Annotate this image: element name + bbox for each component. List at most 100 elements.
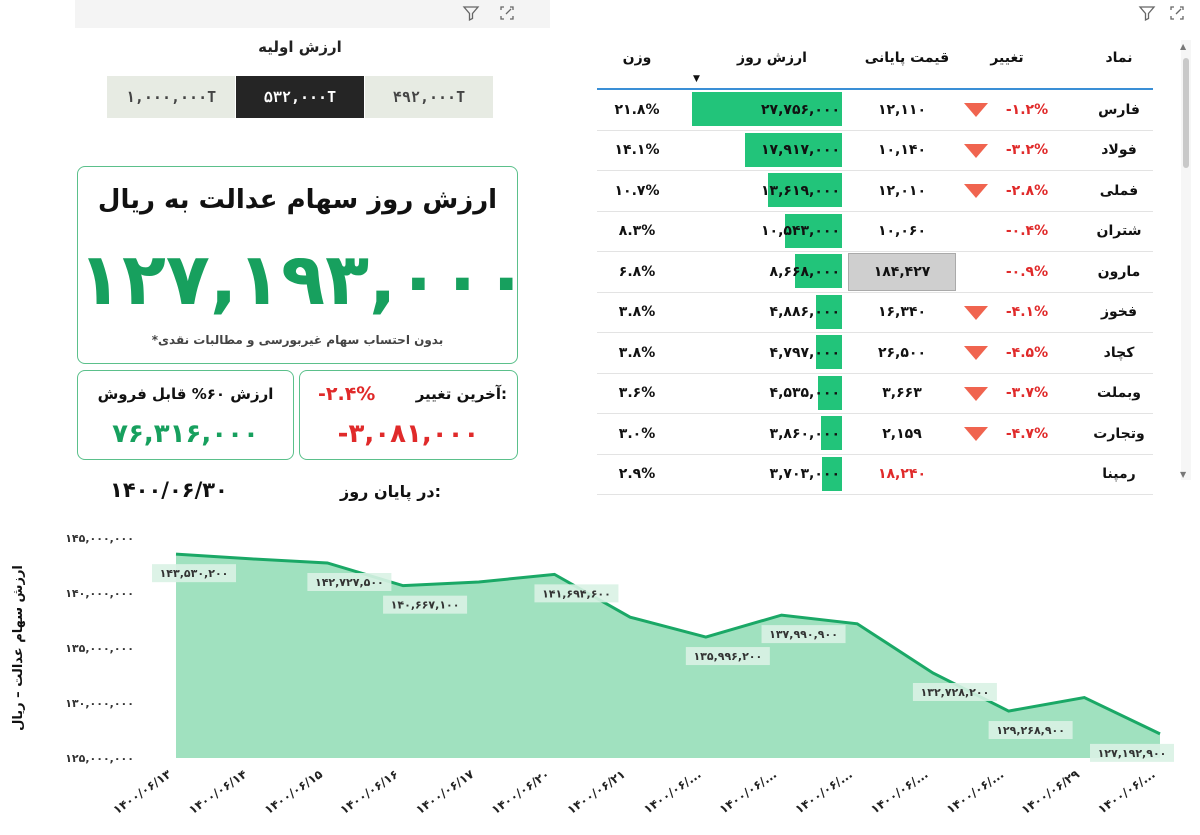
value-bar [768, 173, 842, 207]
x-tick-label: ۱۴۰۰/۰۶/... [944, 767, 1006, 817]
down-triangle-icon [964, 143, 988, 158]
scrollbar-thumb[interactable] [1183, 58, 1189, 168]
cell-weight: ۶.۸% [618, 263, 656, 280]
cell-close: ۱۲,۱۱۰ [877, 101, 927, 118]
slicer-option[interactable]: ۱,۰۰۰,۰۰۰T [107, 76, 235, 118]
cell-symbol: وتجارت [1093, 425, 1145, 442]
cell-close: ۱۸۴,۴۲۷ [873, 263, 931, 280]
cell-change [992, 455, 1062, 495]
table-row[interactable]: فارس -۱.۲% ۱۲,۱۱۰ ۲۷,۷۵۶,۰۰۰ ۲۱.۸% [597, 90, 1153, 131]
scroll-down-icon[interactable]: ▼ [1180, 470, 1187, 479]
header-value[interactable]: ارزش روز [737, 50, 807, 66]
cell-close: ۱۸,۲۴۰ [877, 466, 927, 483]
cell-symbol: فارس [1098, 101, 1140, 118]
table-row[interactable]: فملی -۲.۸% ۱۲,۰۱۰ ۱۳,۶۱۹,۰۰۰ ۱۰.۷% [597, 171, 1153, 212]
day-end-label: در پایان روز: [340, 482, 442, 501]
sort-desc-icon[interactable]: ▼ [693, 74, 700, 84]
stock-table: نماد تغییر قیمت پایانی ارزش روز وزن ▼ فا… [597, 40, 1153, 495]
cell-value: ۱۰,۵۴۳,۰۰۰ [761, 223, 840, 240]
focus-mode-icon[interactable] [1167, 4, 1187, 24]
cell-change: -۳.۲% [1005, 142, 1049, 159]
sellable-value-card: ارزش ۶۰% قابل فروش ۷۶,۳۱۶,۰۰۰ [77, 370, 294, 460]
down-triangle-icon [964, 184, 988, 198]
cell-symbol: فولاد [1101, 142, 1137, 159]
x-tick-label: ۱۴۰۰/۰۶/۲۱ [565, 767, 628, 817]
data-label: ۱۲۷,۱۹۲,۹۰۰ [1098, 747, 1167, 760]
data-label: ۱۴۰,۶۶۷,۱۰۰ [391, 599, 460, 612]
value-bar [818, 375, 842, 410]
slicer-option-selected[interactable]: ۵۳۲,۰۰۰T [236, 76, 364, 118]
value-bar [692, 92, 842, 126]
cell-change: -۴.۱% [1005, 304, 1049, 321]
visual-header-bar [75, 0, 550, 28]
header-close[interactable]: قیمت پایانی [864, 50, 950, 66]
initial-value-title: ارزش اولیه [258, 38, 342, 56]
cell-close: ۲۶,۵۰۰ [877, 344, 927, 361]
cell-symbol: کچاد [1103, 344, 1135, 361]
y-tick-label: ۱۳۰,۰۰۰,۰۰۰ [65, 697, 134, 710]
header-change[interactable]: تغییر [990, 50, 1024, 66]
cell-change: -۴.۵% [1005, 344, 1049, 361]
cell-value: ۲۷,۷۵۶,۰۰۰ [761, 101, 840, 118]
x-tick-label: ۱۴۰۰/۰۶/۱۶ [338, 767, 401, 817]
value-bar [816, 294, 842, 329]
day-end-date: ۱۴۰۰/۰۶/۳۰ [110, 478, 228, 502]
data-label-bg [307, 572, 392, 591]
down-triangle-icon [964, 346, 988, 360]
down-triangle-icon [964, 305, 988, 320]
card-title: ارزش روز سهام عدالت به ریال [97, 185, 498, 215]
scroll-up-icon[interactable]: ▲ [1180, 42, 1187, 51]
value-bar [821, 416, 842, 450]
table-row[interactable]: رمپنا ۱۸,۲۴۰ ۳,۷۰۳,۰۰۰ ۲.۹% [597, 455, 1153, 495]
table-row[interactable]: وتجارت -۴.۷% ۲,۱۵۹ ۳,۸۶۰,۰۰۰ ۳.۰% [597, 414, 1153, 455]
cell-change: -۲.۸% [1005, 182, 1049, 199]
cell-symbol: فخوز [1100, 304, 1138, 321]
last-change-value: -۳,۰۸۱,۰۰۰ [337, 419, 480, 449]
series-line [175, 552, 1161, 736]
filter-icon[interactable] [1137, 4, 1157, 24]
data-label-bg [988, 721, 1073, 740]
down-triangle-icon [964, 386, 988, 401]
data-label: ۱۳۷,۹۹۰,۹۰۰ [769, 628, 838, 641]
cell-value: ۳,۷۰۳,۰۰۰ [769, 466, 840, 483]
x-tick-label: ۱۴۰۰/۰۶/... [641, 767, 703, 817]
cell-weight: ۱۴.۱% [614, 142, 660, 159]
down-triangle-icon [964, 103, 988, 117]
table-scrollbar[interactable] [1181, 40, 1191, 480]
x-tick-label: ۱۴۰۰/۰۶/۲۰ [489, 767, 552, 817]
table-row[interactable]: کچاد -۴.۵% ۲۶,۵۰۰ ۴,۷۹۷,۰۰۰ ۳.۸% [597, 333, 1153, 374]
table-row[interactable]: فولاد -۳.۲% ۱۰,۱۴۰ ۱۷,۹۱۷,۰۰۰ ۱۴.۱% [597, 131, 1153, 171]
cell-value: ۸,۶۶۸,۰۰۰ [769, 263, 840, 280]
data-label: ۱۴۳,۵۳۰,۲۰۰ [160, 567, 229, 580]
data-label: ۱۳۲,۷۲۸,۲۰۰ [921, 686, 990, 699]
focus-mode-icon[interactable] [497, 4, 517, 24]
data-label-bg [152, 564, 236, 583]
cell-weight: ۲.۹% [618, 466, 656, 483]
y-tick-label: ۱۴۵,۰۰۰,۰۰۰ [65, 532, 134, 545]
last-change-card: آخرین تغییر: -۲.۴% -۳,۰۸۱,۰۰۰ [299, 370, 518, 460]
equity-value: ۱۲۷,۱۹۳,۰۰۰ [78, 237, 529, 321]
table-row[interactable]: وبملت -۳.۷% ۳,۶۶۳ ۴,۵۳۵,۰۰۰ ۳.۶% [597, 374, 1153, 414]
header-symbol[interactable]: نماد [1105, 50, 1133, 66]
x-tick-label: ۱۴۰۰/۰۶/۲۹ [1019, 767, 1083, 817]
header-weight[interactable]: وزن [622, 50, 652, 66]
cell-close: ۳,۶۶۳ [882, 385, 922, 402]
card-note: *بدون احتساب سهام غیربورسی و مطالبات نقد… [151, 333, 444, 347]
slicer-option[interactable]: ۴۹۲,۰۰۰T [365, 76, 493, 118]
data-label-bg [1090, 743, 1174, 762]
data-label-bg [761, 625, 846, 644]
x-tick-label: ۱۴۰۰/۰۶/۱۴ [186, 767, 249, 817]
table-row[interactable]: فخوز -۴.۱% ۱۶,۳۴۰ ۴,۸۸۶,۰۰۰ ۳.۸% [597, 293, 1153, 333]
cell-symbol: وبملت [1097, 385, 1141, 402]
table-row[interactable]: شتران -۰.۴% ۱۰,۰۶۰ ۱۰,۵۴۳,۰۰۰ ۸.۳% [597, 212, 1153, 252]
sellable-label: ارزش ۶۰% قابل فروش [97, 385, 274, 403]
equity-value-chart: ۱۴۵,۰۰۰,۰۰۰ ۱۴۰,۰۰۰,۰۰۰ ۱۳۵,۰۰۰,۰۰۰ ۱۳۰,۰۰۰… [11, 532, 1174, 817]
down-triangle-icon [964, 427, 988, 441]
x-tick-label: ۱۴۰۰/۰۶/۱۵ [262, 767, 325, 817]
cell-change: -۰.۹% [1005, 263, 1049, 280]
cell-weight: ۳.۰% [618, 425, 656, 442]
filter-icon[interactable] [461, 4, 481, 24]
x-tick-label: ۱۴۰۰/۰۶/... [1095, 767, 1157, 817]
sellable-value: ۷۶,۳۱۶,۰۰۰ [112, 419, 259, 449]
table-row[interactable]: مارون -۰.۹% ۱۸۴,۴۲۷ ۸,۶۶۸,۰۰۰ ۶.۸% [597, 252, 1153, 293]
